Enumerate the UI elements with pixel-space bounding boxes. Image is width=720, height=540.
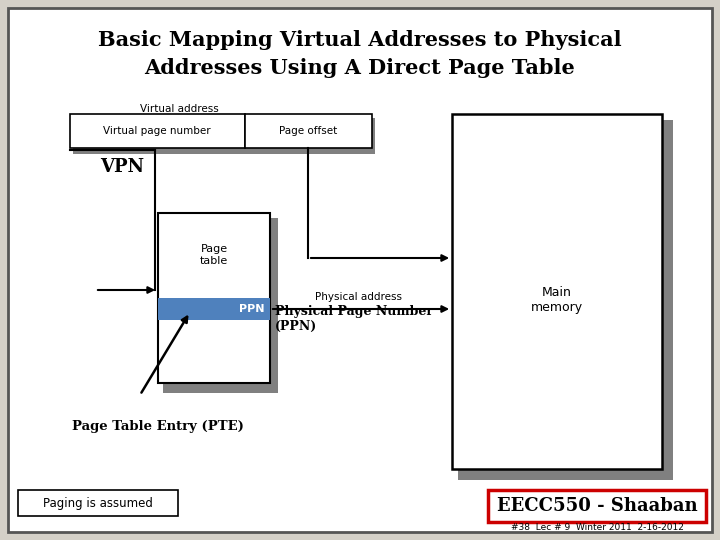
Bar <box>18 490 178 516</box>
Text: Physical address: Physical address <box>315 292 402 302</box>
Text: Page offset: Page offset <box>279 126 337 136</box>
Bar <box>158 298 270 320</box>
Text: Addresses Using A Direct Page Table: Addresses Using A Direct Page Table <box>145 58 575 78</box>
Bar <box>163 218 278 393</box>
Text: EECC550 - Shaaban: EECC550 - Shaaban <box>497 497 697 515</box>
Bar <box>70 114 245 148</box>
Text: Virtual page number: Virtual page number <box>103 126 211 136</box>
Text: Paging is assumed: Paging is assumed <box>43 496 153 510</box>
Bar <box>452 114 662 469</box>
Text: PPN: PPN <box>240 304 265 314</box>
Bar <box>158 213 270 383</box>
Text: Physical Page Number
(PPN): Physical Page Number (PPN) <box>275 305 433 333</box>
Text: Page
table: Page table <box>200 244 228 266</box>
Text: Page Table Entry (PTE): Page Table Entry (PTE) <box>72 420 244 433</box>
Bar <box>458 120 673 480</box>
Bar <box>488 490 706 522</box>
Text: Main
memory: Main memory <box>531 286 583 314</box>
Bar <box>245 114 372 148</box>
Bar <box>73 118 375 154</box>
Text: #38  Lec # 9  Winter 2011  2-16-2012: #38 Lec # 9 Winter 2011 2-16-2012 <box>510 523 683 532</box>
Text: VPN: VPN <box>100 158 144 176</box>
Text: Virtual address: Virtual address <box>140 104 219 114</box>
Text: Basic Mapping Virtual Addresses to Physical: Basic Mapping Virtual Addresses to Physi… <box>98 30 622 50</box>
